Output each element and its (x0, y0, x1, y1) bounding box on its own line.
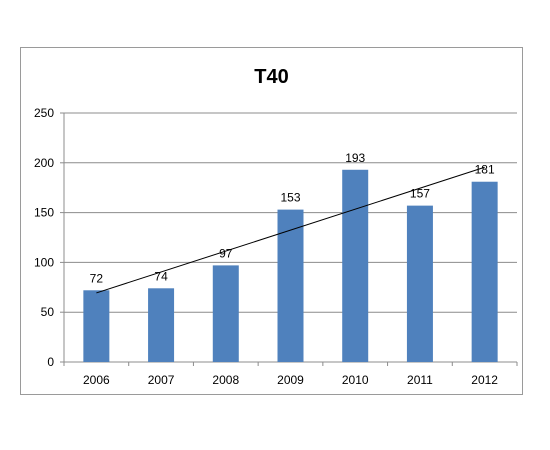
data-label-2007: 74 (154, 269, 168, 283)
x-tick-label: 2011 (407, 373, 433, 387)
bar-2009 (277, 209, 304, 362)
x-tick-label: 2009 (277, 373, 304, 387)
data-label-2012: 181 (475, 163, 495, 177)
y-tick-label: 200 (34, 156, 54, 170)
x-tick-label: 2010 (342, 373, 369, 387)
x-tick-label: 2012 (471, 373, 498, 387)
axes (60, 112, 518, 366)
chart-title: T40 (254, 66, 289, 88)
labels: 0 50 100 150 200 250 2006 72 2007 74 2008 97 2009 153… (34, 106, 498, 387)
bar-2010 (342, 169, 369, 362)
bar-2008 (212, 265, 239, 362)
x-tick-label: 2006 (83, 373, 110, 387)
y-tick-label: 150 (34, 206, 54, 220)
linear-trendline (96, 166, 485, 294)
bar-2007 (148, 288, 175, 362)
bar-2012 (471, 181, 498, 362)
x-tick-label: 2007 (148, 373, 175, 387)
data-label-2009: 153 (280, 191, 300, 205)
y-tick-label: 100 (34, 255, 54, 269)
trendline (96, 166, 485, 294)
bars (83, 169, 498, 362)
data-label-2006: 72 (90, 271, 104, 285)
data-label-2011: 157 (410, 187, 430, 201)
x-tick-label: 2008 (212, 373, 239, 387)
data-label-2008: 97 (219, 246, 233, 260)
y-tick-label: 250 (34, 106, 54, 120)
y-tick-label: 0 (47, 355, 54, 369)
bar-2011 (406, 205, 433, 362)
data-label-2010: 193 (345, 151, 365, 165)
bar-2006 (83, 290, 110, 362)
y-tick-label: 50 (41, 305, 55, 319)
